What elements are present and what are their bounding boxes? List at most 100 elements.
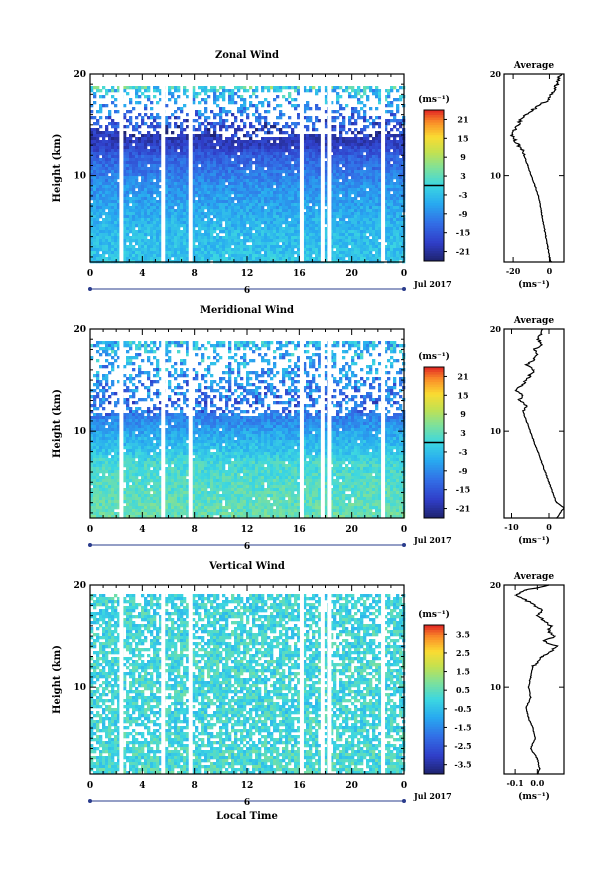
heatmap-cell xyxy=(195,251,199,255)
heatmap-cell xyxy=(354,224,358,228)
heatmap-cell xyxy=(285,161,289,165)
heatmap-cell xyxy=(282,239,286,243)
heatmap-cell xyxy=(99,116,103,120)
heatmap-cell xyxy=(114,146,118,150)
heatmap-cell xyxy=(246,167,250,171)
heatmap-cell xyxy=(267,209,271,213)
heatmap-cell xyxy=(345,182,349,186)
heatmap-cell xyxy=(111,131,115,135)
heatmap-cell xyxy=(249,200,253,204)
heatmap-cell xyxy=(291,254,295,258)
heatmap-cell xyxy=(372,209,376,213)
heatmap-cell xyxy=(138,173,142,177)
heatmap-cell xyxy=(279,248,283,252)
heatmap-cell xyxy=(90,185,94,189)
heatmap-cell xyxy=(279,164,283,168)
heatmap-cell xyxy=(324,179,328,183)
heatmap-cell xyxy=(330,245,334,249)
heatmap-cell xyxy=(180,155,184,159)
heatmap-cell xyxy=(312,152,316,156)
heatmap-cell xyxy=(129,254,133,258)
heatmap-cell xyxy=(237,143,241,147)
heatmap-cell xyxy=(180,140,184,144)
heatmap-cell xyxy=(333,221,337,225)
heatmap-cell xyxy=(249,227,253,231)
heatmap-cell xyxy=(273,227,277,231)
heatmap-cell xyxy=(204,194,208,198)
heatmap-cell xyxy=(159,122,163,126)
heatmap-cell xyxy=(237,227,241,231)
heatmap-cell xyxy=(324,149,328,153)
heatmap-cell xyxy=(192,251,196,255)
heatmap-cell xyxy=(225,152,229,156)
heatmap-cell xyxy=(147,239,151,243)
heatmap-cell xyxy=(312,176,316,180)
heatmap-cell xyxy=(294,161,298,165)
heatmap-cell xyxy=(330,215,334,219)
heatmap-cell xyxy=(312,134,316,138)
heatmap-cell xyxy=(378,131,382,135)
heatmap-cell xyxy=(276,95,280,99)
heatmap-cell xyxy=(207,134,211,138)
heatmap-cell xyxy=(369,194,373,198)
heatmap-cell xyxy=(324,122,328,126)
heatmap-cell xyxy=(168,161,172,165)
heatmap-cell xyxy=(372,92,376,96)
heatmap-cell xyxy=(360,251,364,255)
heatmap-cell xyxy=(165,251,169,255)
heatmap-cell xyxy=(192,95,196,99)
heatmap-cell xyxy=(246,251,250,255)
heatmap-cell xyxy=(228,110,232,114)
heatmap-cell xyxy=(240,239,244,243)
heatmap-cell xyxy=(240,161,244,165)
heatmap-cell xyxy=(306,137,310,141)
heatmap-cell xyxy=(237,86,241,90)
heatmap-cell xyxy=(339,209,343,213)
heatmap-cell xyxy=(210,200,214,204)
heatmap-cell xyxy=(354,158,358,162)
heatmap-cell xyxy=(363,245,367,249)
heatmap-cell xyxy=(333,128,337,132)
heatmap-cell xyxy=(198,230,202,234)
heatmap-cell xyxy=(273,203,277,207)
heatmap-cell xyxy=(132,191,136,195)
heatmap-cell xyxy=(288,143,292,147)
heatmap-cell xyxy=(108,194,112,198)
heatmap-cell xyxy=(342,239,346,243)
heatmap-cell xyxy=(165,143,169,147)
heatmap-cell xyxy=(132,251,136,255)
heatmap-cell xyxy=(135,239,139,243)
heatmap-cell xyxy=(318,119,322,123)
heatmap-cell xyxy=(375,239,379,243)
heatmap-cell xyxy=(315,209,319,213)
heatmap-cell xyxy=(132,155,136,159)
heatmap-cell xyxy=(234,194,238,198)
heatmap-cell xyxy=(93,170,97,174)
heatmap-cell xyxy=(309,197,313,201)
heatmap-cell xyxy=(195,158,199,162)
heatmap-cell xyxy=(249,146,253,150)
heatmap-cell xyxy=(387,191,391,195)
heatmap-cell xyxy=(240,188,244,192)
heatmap-cell xyxy=(330,164,334,168)
heatmap-cell xyxy=(135,95,139,99)
heatmap-cell xyxy=(330,194,334,198)
heatmap-cell xyxy=(384,230,388,234)
heatmap-cell xyxy=(237,89,241,93)
heatmap-cell xyxy=(156,176,160,180)
heatmap-cell xyxy=(198,221,202,225)
heatmap-cell xyxy=(222,182,226,186)
heatmap-cell xyxy=(294,146,298,150)
heatmap-cell xyxy=(90,239,94,243)
heatmap-cell xyxy=(90,218,94,222)
heatmap-cell xyxy=(297,149,301,153)
heatmap-cell xyxy=(222,107,226,111)
heatmap-cell xyxy=(384,167,388,171)
heatmap-cell xyxy=(126,203,130,207)
heatmap-cell xyxy=(363,257,367,261)
heatmap-cell xyxy=(138,230,142,234)
heatmap-cell xyxy=(201,236,205,240)
heatmap-cell xyxy=(141,152,145,156)
heatmap-cell xyxy=(186,200,190,204)
heatmap-cell xyxy=(294,164,298,168)
